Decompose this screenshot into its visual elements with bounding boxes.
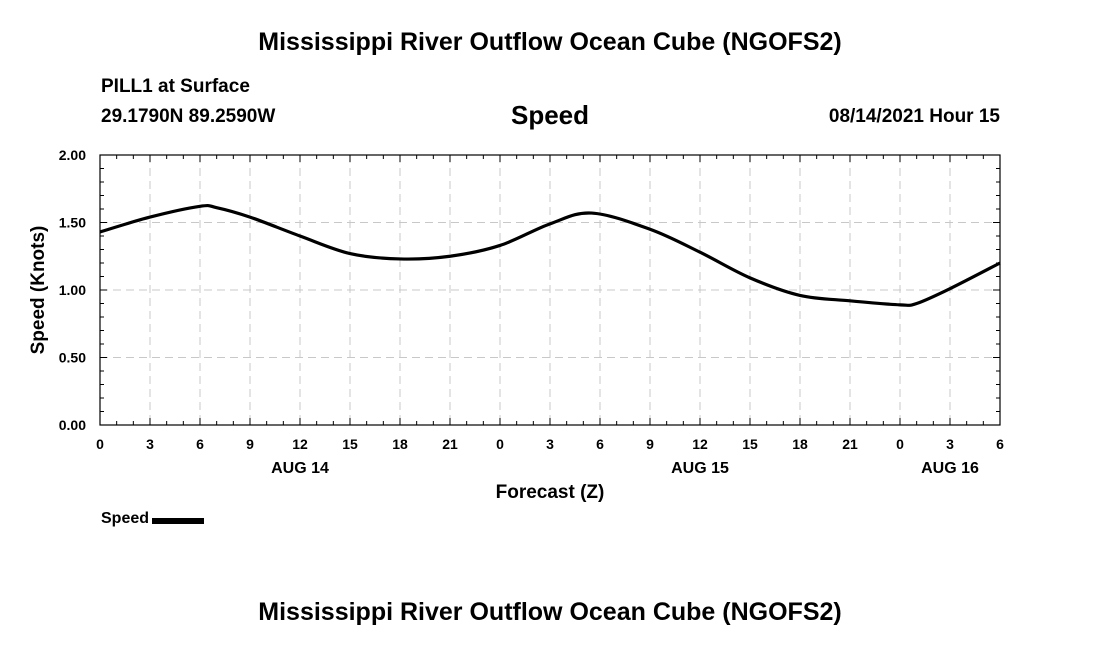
legend: Speed [101, 510, 205, 528]
chart-title-top: Mississippi River Outflow Ocean Cube (NG… [258, 28, 842, 56]
y-tick-label: 1.50 [59, 215, 86, 231]
chart-title-bottom: Mississippi River Outflow Ocean Cube (NG… [258, 598, 842, 626]
y-tick-label: 0.50 [59, 350, 86, 366]
x-tick-label: 0 [96, 436, 104, 452]
x-tick-label: 6 [596, 436, 604, 452]
x-tick-label: 9 [646, 436, 654, 452]
x-tick-label: 18 [392, 436, 408, 452]
x-date-label: AUG 16 [921, 460, 979, 477]
x-tick-label: 12 [292, 436, 308, 452]
x-tick-label: 3 [546, 436, 554, 452]
x-tick-label: 12 [692, 436, 708, 452]
y-tick-label: 0.00 [59, 417, 86, 433]
axes [99, 154, 1001, 426]
legend-line-swatch [152, 518, 205, 524]
x-axis-title: Forecast (Z) [495, 482, 605, 503]
y-tick-label: 1.00 [59, 282, 86, 298]
forecast-datetime: 08/14/2021 Hour 15 [828, 106, 1000, 127]
coordinates-label: 29.1790N 89.2590W [101, 106, 276, 127]
x-tick-label: 21 [442, 436, 458, 452]
legend-label: Speed [101, 510, 150, 527]
y-tick-label: 2.00 [59, 147, 86, 163]
x-tick-label: 6 [996, 436, 1004, 452]
x-tick-label: 0 [896, 436, 904, 452]
x-tick-label: 15 [342, 436, 358, 452]
x-tick-label: 18 [792, 436, 808, 452]
x-tick-label: 3 [146, 436, 154, 452]
x-date-label: AUG 14 [271, 460, 329, 477]
x-tick-label: 9 [246, 436, 254, 452]
x-tick-label: 15 [742, 436, 758, 452]
x-date-label: AUG 15 [671, 460, 729, 477]
y-axis-title: Speed (Knots) [28, 226, 49, 355]
x-tick-label: 0 [496, 436, 504, 452]
x-tick-label: 6 [196, 436, 204, 452]
tick-labels: 0 3 6 9 12 15 18 21 0 3 6 9 12 15 18 21 0 3 6 AUG 14 AUG 15 A… [28, 147, 1004, 477]
series-line-speed [99, 203, 1001, 307]
x-tick-label: 3 [946, 436, 954, 452]
grid-lines [100, 155, 1000, 425]
station-label: PILL1 at Surface [101, 76, 250, 97]
series-layer [99, 203, 1001, 307]
variable-title: Speed [510, 100, 590, 130]
x-tick-label: 21 [842, 436, 858, 452]
